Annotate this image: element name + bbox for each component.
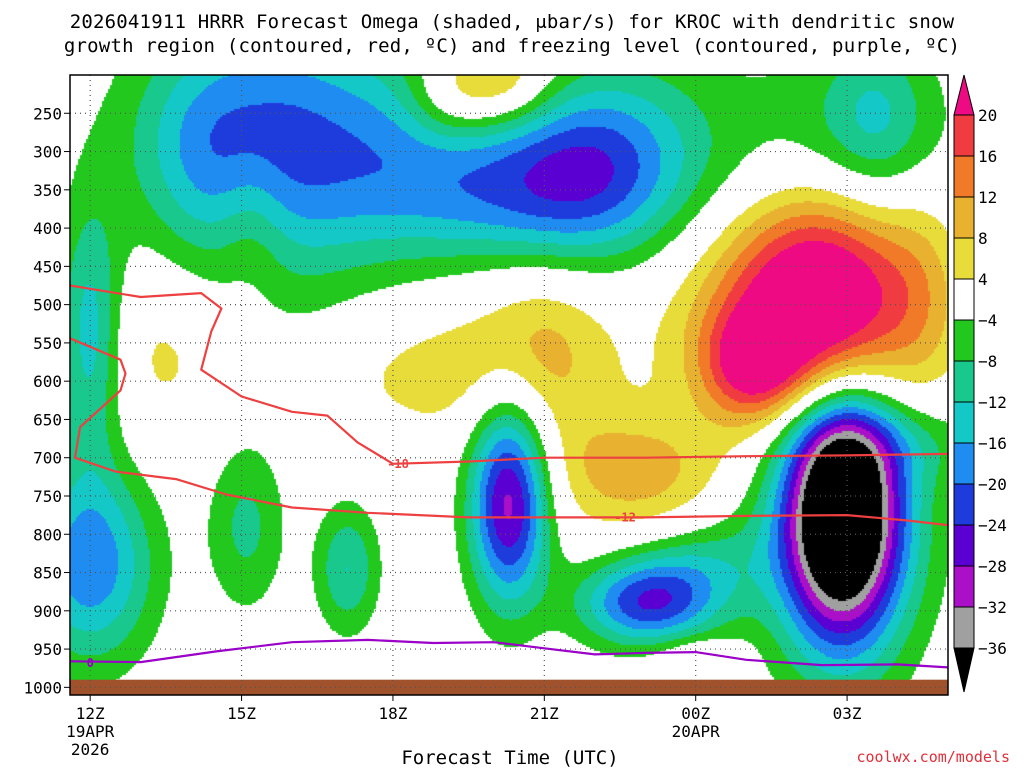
colorbar-bin: [953, 319, 975, 362]
y-tick-label: 700: [33, 449, 62, 468]
colorbar-bin: [953, 442, 975, 485]
y-tick-label: 900: [33, 602, 62, 621]
colorbar-label: −8: [978, 352, 997, 371]
colorbar-label: −28: [978, 557, 1007, 576]
credit-link[interactable]: coolwx.com/models: [856, 748, 1010, 766]
colorbar-label: −36: [978, 639, 1007, 658]
title-line-1: 2026041911 HRRR Forecast Omega (shaded, …: [70, 11, 955, 33]
contour-label: 0: [87, 656, 94, 670]
title-line-2: growth region (contoured, red, ºC) and f…: [64, 35, 960, 57]
contour-label: -12: [614, 510, 636, 524]
colorbar-bin: [953, 565, 975, 608]
y-tick-label: 800: [33, 525, 62, 544]
x-tick-label: 2026: [71, 740, 110, 759]
grid-lines: [70, 75, 948, 695]
colorbar-label: 20: [978, 106, 997, 125]
colorbar-bin: [953, 647, 975, 693]
colorbar-bin: [953, 114, 975, 157]
x-tick-label: 12Z: [76, 704, 105, 723]
y-tick-label: 550: [33, 334, 62, 353]
colorbar-label: −24: [978, 516, 1007, 535]
y-tick-label: 950: [33, 640, 62, 659]
colorbar-bin: [953, 524, 975, 567]
y-tick-label: 350: [33, 181, 62, 200]
colorbar-label: 12: [978, 188, 997, 207]
y-tick-label: 600: [33, 372, 62, 391]
colorbar-bin: [953, 606, 975, 649]
colorbar-bin: [953, 278, 975, 321]
colorbar-label: −12: [978, 393, 1007, 412]
contour-label: -18: [387, 457, 409, 471]
colorbar-label: −20: [978, 475, 1007, 494]
colorbar-label: −32: [978, 598, 1007, 617]
colorbar-bin: [953, 401, 975, 444]
y-tick-label: 1000: [23, 678, 62, 697]
contour-line: [70, 638, 948, 669]
y-tick-label: 650: [33, 410, 62, 429]
x-axis-title: Forecast Time (UTC): [401, 747, 618, 768]
plot-frame: [69, 74, 949, 696]
y-axis: 250 300 350 400 450 500 550 600 650 700 750 800 850 9…: [23, 104, 70, 697]
colorbar-label: 8: [978, 229, 988, 248]
contour-line: [70, 284, 948, 465]
colorbar: 20 16 12 8 4 −4 −8 −12 −16 −20 −24 −28 −32 −36: [953, 74, 1007, 693]
colorbar-label: −4: [978, 311, 997, 330]
y-tick-label: 400: [33, 219, 62, 238]
colorbar-label: −16: [978, 434, 1007, 453]
colorbar-bin: [953, 155, 975, 198]
x-tick-label: 15Z: [227, 704, 256, 723]
y-tick-label: 250: [33, 104, 62, 123]
colorbar-label: 16: [978, 147, 997, 166]
contour-lines: -12 -18 0: [70, 284, 948, 670]
colorbar-bin: [953, 196, 975, 239]
colorbar-bin: [953, 483, 975, 526]
y-tick-label: 850: [33, 564, 62, 583]
x-tick-label: 18Z: [378, 704, 407, 723]
y-tick-label: 450: [33, 257, 62, 276]
x-tick-label: 19APR: [66, 722, 115, 741]
colorbar-bin: [953, 74, 975, 116]
colorbar-bin: [953, 237, 975, 280]
x-tick-label: 03Z: [833, 704, 862, 723]
y-tick-label: 500: [33, 296, 62, 315]
x-tick-label: 00Z: [681, 704, 710, 723]
colorbar-bin: [953, 360, 975, 403]
omega-shading: [70, 75, 948, 695]
x-tick-label: 20APR: [672, 722, 721, 741]
surface-ground: [70, 679, 948, 695]
y-tick-label: 300: [33, 143, 62, 162]
contour-line: [70, 337, 948, 527]
colorbar-label: 4: [978, 270, 988, 289]
x-tick-label: 21Z: [530, 704, 559, 723]
y-tick-label: 750: [33, 487, 62, 506]
